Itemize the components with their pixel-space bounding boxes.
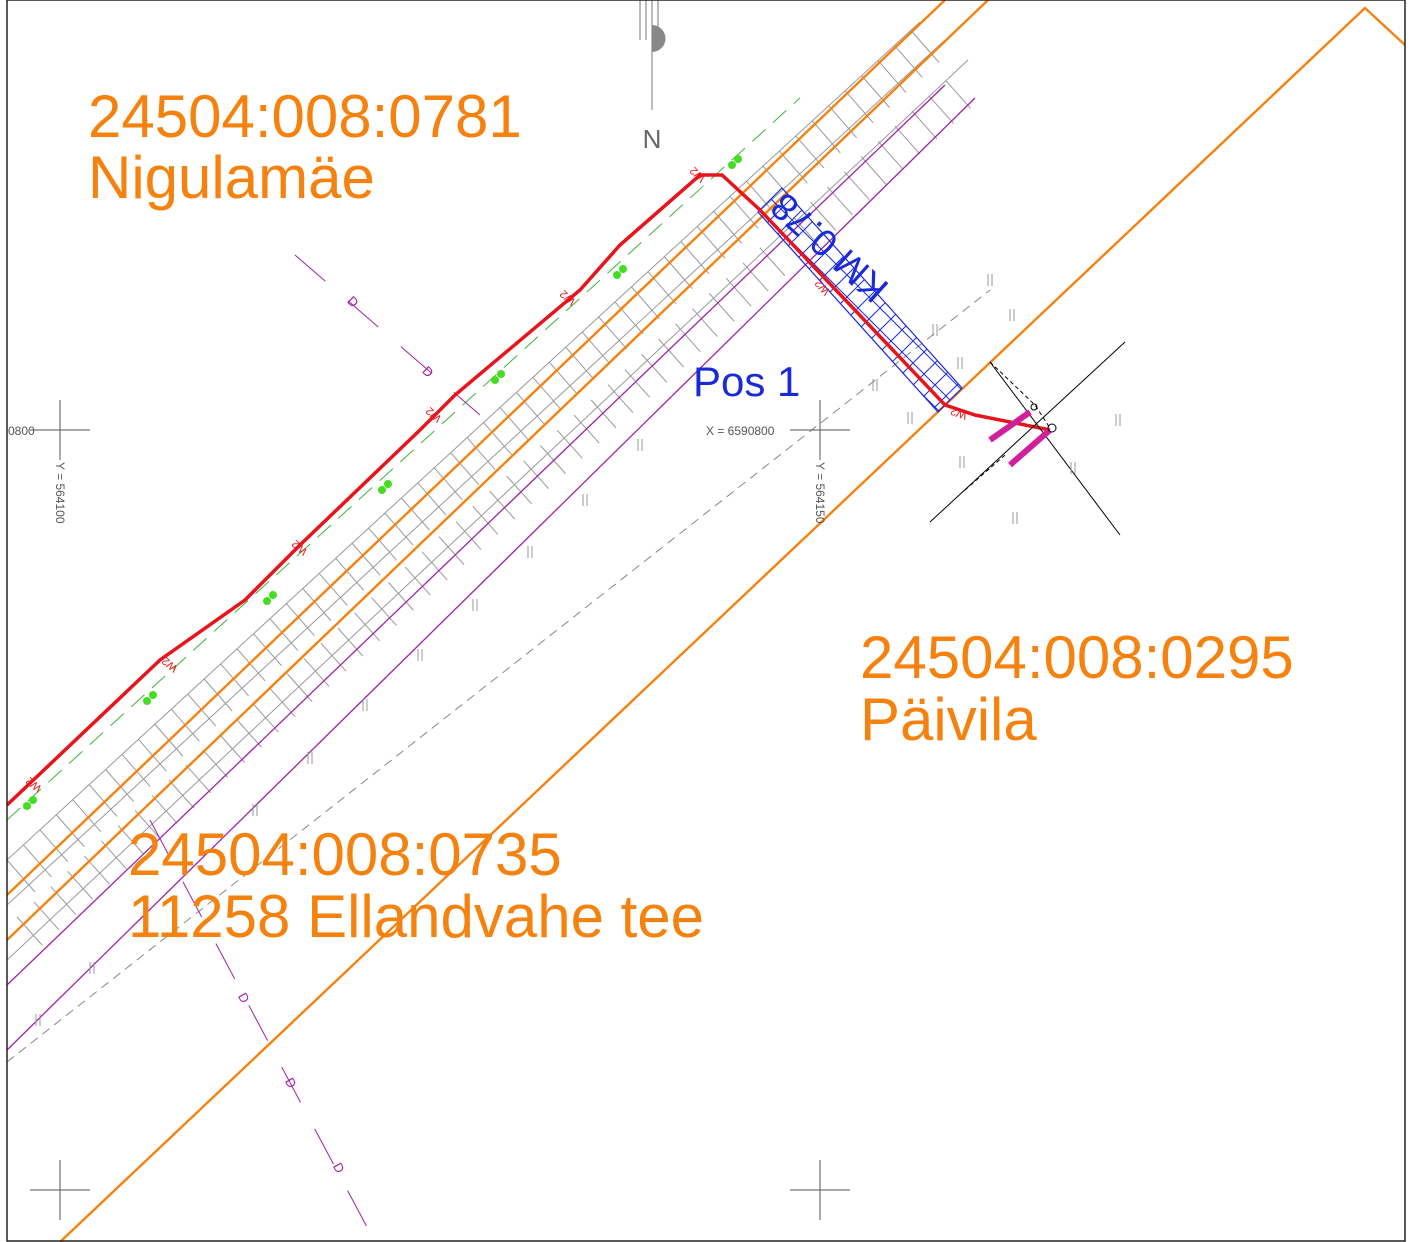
hatch-tick <box>912 111 937 139</box>
line-code: D <box>420 363 437 380</box>
hatch-tick <box>642 354 667 382</box>
line-code: D <box>345 293 362 310</box>
green-dot <box>491 376 499 384</box>
green-dot <box>619 265 627 273</box>
green-dot <box>497 370 505 378</box>
green-dot <box>269 591 277 599</box>
hatch-tick <box>490 491 515 519</box>
position-label: Pos 1 <box>693 358 800 405</box>
hatch-tick <box>549 362 577 394</box>
hatch-tick <box>582 332 610 364</box>
parcel-id: 24504:008:0735 <box>128 821 562 888</box>
hatch-tick <box>236 719 261 747</box>
green-dot <box>143 697 151 705</box>
hatch-tick <box>336 558 364 590</box>
hatch-tick <box>338 628 363 656</box>
map: N 24504:008:0781 Nigulamäe 24504:008:029… <box>0 0 1412 1242</box>
hatch-tick <box>946 80 971 108</box>
parcel-name: Päivila <box>860 686 1037 753</box>
hatch-tick <box>760 248 785 276</box>
hatch-tick <box>169 780 194 808</box>
hatch-tick <box>68 871 93 899</box>
green-dots <box>23 155 742 810</box>
hatch-tick <box>659 339 684 367</box>
drawing: N 24504:008:0781 Nigulamäe 24504:008:029… <box>7 0 1405 1242</box>
hatch-tick <box>152 795 177 823</box>
hatch-tick <box>533 377 561 409</box>
hatch-tick <box>664 257 692 289</box>
hatch-tick <box>862 76 890 108</box>
hatch-tick <box>34 902 59 930</box>
hatch-tick <box>286 604 314 636</box>
line-code: D <box>235 990 253 1006</box>
green-dot <box>734 155 742 163</box>
parcel-name: Nigulamäe <box>88 144 375 211</box>
hatch-tick <box>861 157 886 185</box>
hatch-tick <box>812 121 840 153</box>
hatch-tick <box>796 136 824 168</box>
green-dot <box>29 796 37 804</box>
hatch-tick <box>304 658 329 686</box>
hatch-tick <box>829 106 857 138</box>
hatch-tick <box>692 309 717 337</box>
hatch-tick <box>355 613 380 641</box>
hatch-tick <box>85 856 110 884</box>
hatch-tick <box>7 860 35 892</box>
drainage-line <box>150 255 480 1242</box>
hatch-tick <box>23 845 51 877</box>
green-dot <box>149 691 157 699</box>
green-dot <box>728 161 736 169</box>
north-label: N <box>643 124 662 154</box>
green-dot <box>384 480 392 488</box>
north-arrow: N <box>640 0 666 154</box>
coord-label: X = 6590800 <box>706 424 775 438</box>
parcel-id: 24504:008:0295 <box>860 624 1294 691</box>
hatch-tick <box>270 619 298 651</box>
hatch-tick <box>827 187 852 215</box>
hatch-tick <box>845 91 873 123</box>
coord-label: Y = 564100 <box>53 462 67 524</box>
green-dot <box>263 597 271 605</box>
parcel-id: 24504:008:0781 <box>88 83 522 150</box>
hatch-tick <box>878 61 906 93</box>
hatch-tick <box>599 317 627 349</box>
hatch-tick <box>369 528 397 560</box>
hatch-tick <box>319 573 347 605</box>
hatch-tick <box>631 287 659 319</box>
hatch-tick <box>352 543 380 575</box>
hatch-tick <box>566 347 594 379</box>
hatch-tick <box>51 887 76 915</box>
hatch-tick <box>844 172 869 200</box>
hatch-tick <box>56 815 84 847</box>
coord-label: 0800 <box>8 424 35 438</box>
green-dot <box>613 271 621 279</box>
line-code: W2 <box>24 774 44 794</box>
hatch-tick <box>929 96 954 124</box>
hatch-tick <box>615 302 643 334</box>
outlet-symbol <box>930 342 1125 535</box>
hatch-tick <box>894 45 922 77</box>
survey-cross <box>30 400 850 1220</box>
hatch-tick <box>911 30 939 62</box>
hatch-tick <box>321 643 346 671</box>
green-dot <box>23 802 31 810</box>
hatch-tick <box>220 734 245 762</box>
coord-label: Y = 564150 <box>813 462 827 524</box>
hatch-tick <box>625 369 650 397</box>
green-dot <box>378 486 386 494</box>
hatch-tick <box>303 588 331 620</box>
hatch-tick <box>681 242 709 274</box>
hatch-tick <box>40 830 68 862</box>
hatch-tick <box>675 324 700 352</box>
hatch-tick <box>372 598 397 626</box>
hatch-tick <box>648 272 676 304</box>
line-code: D <box>282 1075 300 1091</box>
parcel-name: 11258 Ellandvahe tee <box>128 883 704 950</box>
